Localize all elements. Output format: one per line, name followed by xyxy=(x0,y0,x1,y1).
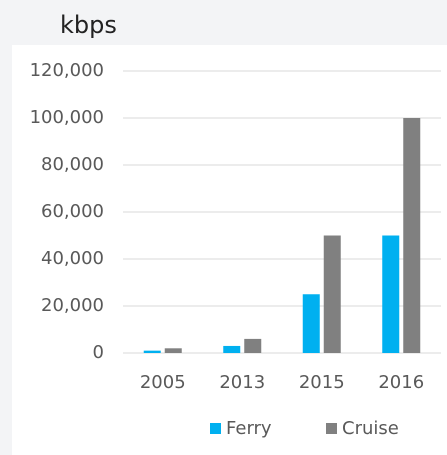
x-tick-label: 2015 xyxy=(299,372,345,393)
x-tick-label: 2013 xyxy=(219,372,265,393)
bar xyxy=(244,338,262,353)
x-tick-label: 2005 xyxy=(140,372,186,393)
x-tick-label: 2016 xyxy=(378,372,424,393)
legend-swatch xyxy=(210,423,221,434)
bar xyxy=(323,235,341,353)
bar xyxy=(382,235,400,353)
y-tick-label: 20,000 xyxy=(41,295,104,316)
y-tick-label: 0 xyxy=(93,342,104,363)
legend-label: Cruise xyxy=(342,418,399,439)
y-tick-label: 40,000 xyxy=(41,248,104,269)
plot-panel xyxy=(12,45,447,455)
legend-label: Ferry xyxy=(226,418,272,439)
y-tick-label: 100,000 xyxy=(30,107,104,128)
bar xyxy=(403,118,421,353)
y-tick-label: 80,000 xyxy=(41,154,104,175)
chart-title: kbps xyxy=(60,11,117,39)
legend-swatch xyxy=(326,423,337,434)
y-tick-label: 120,000 xyxy=(30,60,104,81)
bar xyxy=(164,348,182,353)
bar xyxy=(302,294,320,353)
y-tick-label: 60,000 xyxy=(41,201,104,222)
bar xyxy=(143,350,161,353)
bar xyxy=(223,345,241,353)
